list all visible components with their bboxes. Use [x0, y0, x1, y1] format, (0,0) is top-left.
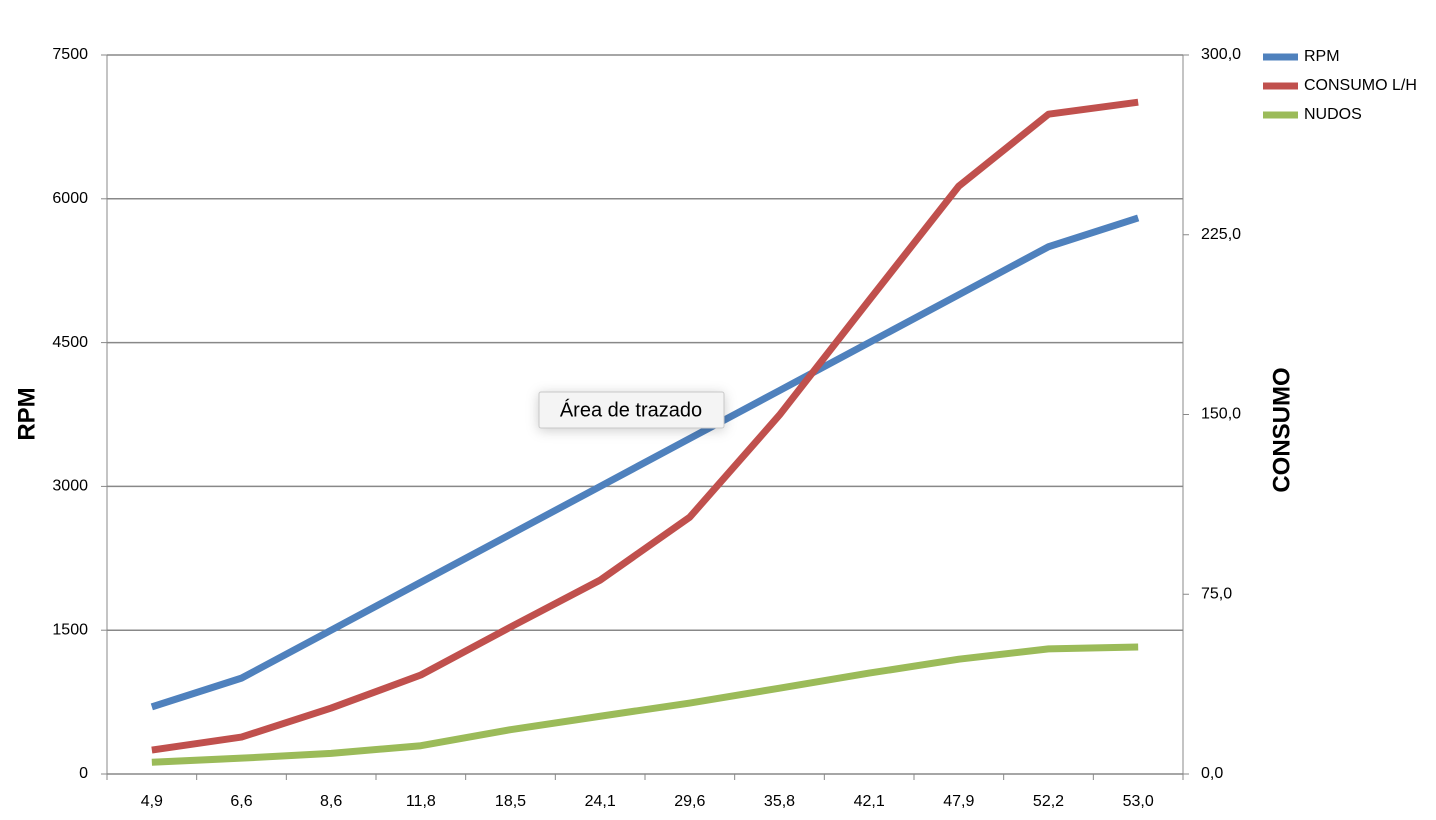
y2-tick-label: 300,0	[1201, 46, 1241, 63]
legend-label: NUDOS	[1304, 106, 1362, 123]
x-tick-label: 18,5	[495, 793, 526, 810]
y2-tick-label: 225,0	[1201, 226, 1241, 243]
y2-tick-label: 75,0	[1201, 585, 1232, 602]
y-tick-label: 6000	[52, 190, 88, 207]
y-tick-label: 0	[79, 765, 88, 782]
tooltip-box	[538, 391, 725, 429]
x-tick-label: 42,1	[854, 793, 885, 810]
y-axis-title: RPM	[13, 387, 40, 440]
x-tick-label: 4,9	[141, 793, 163, 810]
y-tick-label: 4500	[52, 334, 88, 351]
x-tick-label: 8,6	[320, 793, 342, 810]
y2-axis-title: CONSUMO	[1268, 367, 1295, 492]
x-tick-label: 52,2	[1033, 793, 1064, 810]
x-tick-label: 11,8	[406, 793, 436, 810]
series-line	[151, 643, 1139, 766]
x-tick-label: 29,6	[674, 793, 705, 810]
x-tick-label: 35,8	[764, 793, 795, 810]
y-tick-label: 3000	[52, 478, 88, 495]
series-line	[150, 214, 1140, 711]
x-tick-label: 24,1	[585, 793, 616, 810]
y-tick-label: 7500	[52, 46, 88, 63]
series-line	[151, 98, 1139, 754]
x-tick-label: 6,6	[230, 793, 252, 810]
legend-label: CONSUMO L/H	[1304, 77, 1417, 94]
x-tick-label: 53,0	[1123, 793, 1154, 810]
y2-tick-label: 150,0	[1201, 406, 1241, 423]
legend-label: RPM	[1304, 48, 1340, 65]
y-tick-label: 1500	[52, 621, 88, 638]
tooltip-text: Área de trazado	[560, 398, 702, 421]
x-tick-label: 47,9	[943, 793, 974, 810]
y2-tick-label: 0,0	[1201, 765, 1223, 782]
